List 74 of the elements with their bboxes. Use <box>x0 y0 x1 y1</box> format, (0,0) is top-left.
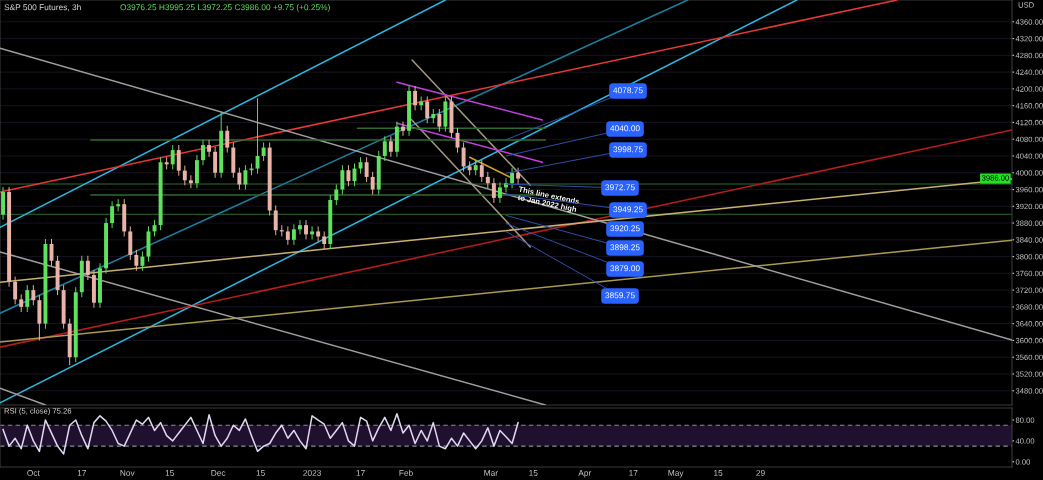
candlestick <box>31 284 36 306</box>
candlestick <box>1 186 5 221</box>
x-tick-label: 17 <box>356 470 365 476</box>
annotation: 4078.75 <box>613 87 643 94</box>
candlestick <box>297 219 302 235</box>
annotation: 3898.25 <box>610 244 640 251</box>
x-tick-label: 15 <box>529 470 538 476</box>
candlestick <box>516 167 521 185</box>
x-tick-label: 2023 <box>303 470 321 476</box>
candlestick <box>316 225 321 242</box>
candlestick <box>304 219 308 240</box>
candlestick <box>291 223 296 246</box>
candlestick <box>497 181 502 204</box>
chart-title: S&P 500 Futures, 3h <box>4 4 81 12</box>
candlestick <box>425 95 430 124</box>
candlestick <box>461 142 466 172</box>
x-tick-label: 29 <box>756 470 765 476</box>
candlestick <box>237 167 242 190</box>
candlestick <box>340 164 345 196</box>
candlestick <box>188 174 193 189</box>
x-tick-label: Nov <box>120 470 135 476</box>
candlestick <box>413 85 418 111</box>
candlestick <box>261 142 266 162</box>
candlestick <box>201 139 205 166</box>
candlestick <box>225 125 230 154</box>
candlestick <box>213 146 218 179</box>
annotation: 3859.75 <box>605 292 635 299</box>
candlestick <box>491 177 496 204</box>
x-tick-label: 15 <box>714 470 723 476</box>
candlestick <box>370 171 375 196</box>
annotation: 3920.25 <box>610 225 640 232</box>
candlestick <box>140 251 145 272</box>
x-tick-label: Oct <box>27 470 40 476</box>
candlestick <box>479 159 484 183</box>
candlestick <box>382 135 387 162</box>
annotation: 4040.00 <box>610 125 640 132</box>
candlestick <box>334 183 339 206</box>
candlestick <box>285 225 290 246</box>
x-tick-label: Apr <box>578 470 592 478</box>
candlestick <box>437 108 442 133</box>
x-tick-label: 17 <box>77 470 87 476</box>
candlestick <box>128 225 133 261</box>
candlestick <box>388 135 393 158</box>
candlestick <box>25 284 30 313</box>
candlestick <box>170 144 175 170</box>
x-tick-label: Dec <box>211 470 226 476</box>
chart-subtitle: O3976.25 H3995.25 L3972.25 C3986.00 +9.75 (+0.25%) <box>120 4 330 12</box>
x-tick-label: Mar <box>484 470 498 476</box>
candlestick <box>182 165 187 186</box>
annotation: 3949.25 <box>613 206 643 213</box>
candlestick <box>364 156 369 183</box>
candlestick <box>273 204 278 236</box>
candlestick <box>85 255 90 281</box>
candlestick <box>194 154 199 189</box>
candlestick <box>13 276 18 305</box>
x-tick-label: 15 <box>165 470 174 476</box>
candlestick <box>401 121 405 137</box>
candlestick <box>346 164 351 187</box>
annotation: 3972.75 <box>605 184 635 191</box>
candlestick <box>134 249 139 272</box>
x-tick-label: May <box>668 470 684 478</box>
annotation: 3998.75 <box>613 146 643 153</box>
candlestick <box>176 144 181 177</box>
candlestick <box>110 200 115 229</box>
annotation: 3879.00 <box>610 265 640 272</box>
candlestick <box>243 164 248 190</box>
x-tick-label: 15 <box>256 470 265 476</box>
candlestick <box>37 294 42 341</box>
candlestick <box>255 97 260 175</box>
candlestick <box>207 139 212 158</box>
x-tick-label: Feb <box>399 469 413 476</box>
candlestick <box>510 167 515 189</box>
candlestick <box>310 225 315 240</box>
x-tick-label: 17 <box>629 470 638 476</box>
